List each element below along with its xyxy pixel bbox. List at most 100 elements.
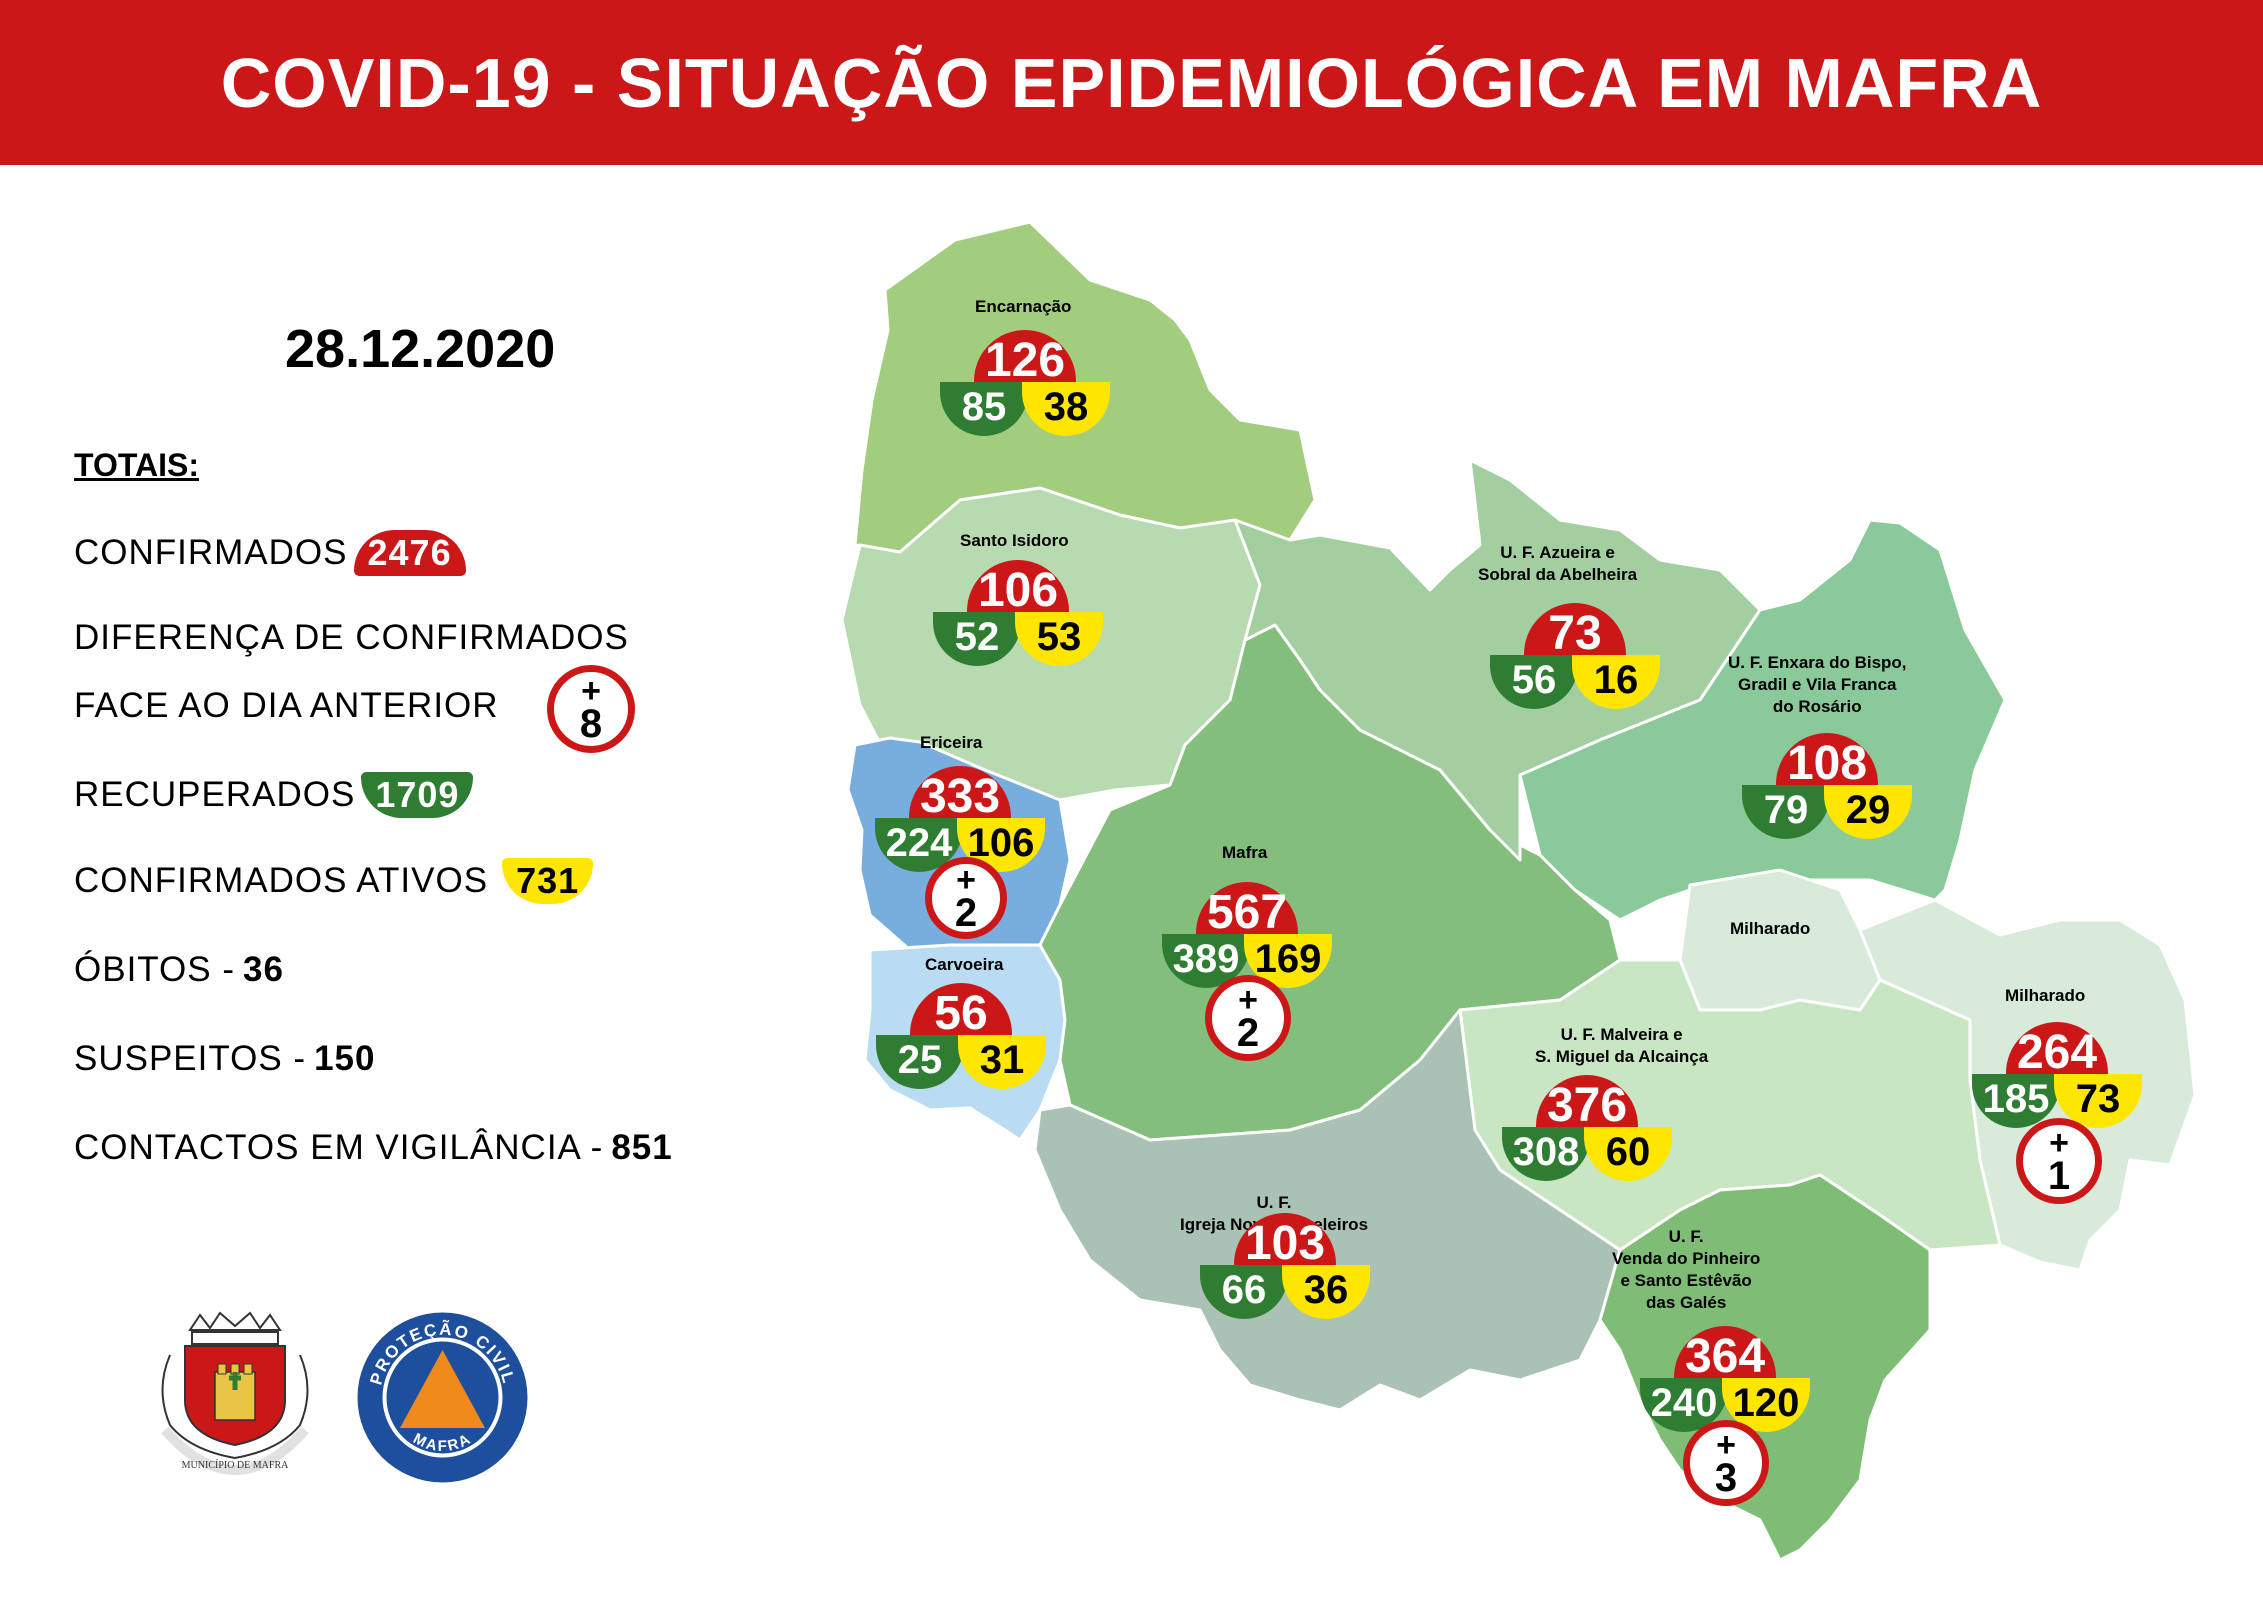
region-label-malveira: U. F. Malveira e S. Miguel da Alcainça xyxy=(1535,1024,1708,1068)
active-count: 53 xyxy=(1015,612,1103,666)
diff-plus-badge: + 8 xyxy=(547,665,635,753)
region-label-line: Venda do Pinheiro xyxy=(1612,1249,1761,1269)
region-label-line: S. Miguel da Alcainça xyxy=(1535,1047,1709,1067)
plus-sign: + xyxy=(1238,980,1258,1019)
new-cases-badge-venda-pinheiro: + 3 xyxy=(1683,1420,1769,1506)
region-label-encarnacao: Encarnação xyxy=(975,297,1072,316)
confirmed-count: 56 xyxy=(910,983,1012,1043)
confirmed-value: 2476 xyxy=(353,530,466,576)
new-cases-badge-milharado: + 1 xyxy=(2016,1118,2102,1204)
recovered-count: 56 xyxy=(1490,655,1578,709)
plus-sign: + xyxy=(581,671,601,710)
active-count: 36 xyxy=(1282,1265,1370,1319)
active-count: 60 xyxy=(1584,1127,1672,1181)
region-badge-azueira: 73 56 16 xyxy=(1490,603,1660,713)
confirmed-count: 106 xyxy=(967,560,1069,620)
new-cases-badge-ericeira: + 2 xyxy=(925,857,1007,939)
confirmed-label: CONFIRMADOS xyxy=(74,533,348,572)
active-label: CONFIRMADOS ATIVOS xyxy=(74,861,489,900)
region-badge-enxara: 108 79 29 xyxy=(1742,733,1912,843)
region-badge-venda-pinheiro: 364 240 120 xyxy=(1640,1326,1810,1436)
stat-contacts: CONTACTOS EM VIGILÂNCIA - 851 xyxy=(74,1128,673,1168)
region-label-mafra: Mafra xyxy=(1222,843,1268,862)
region-label-carvoeira: Carvoeira xyxy=(925,955,1004,974)
confirmed-count: 108 xyxy=(1776,733,1878,793)
region-label-milharado-enclave: Milharado xyxy=(1730,919,1811,938)
municipio-coat-of-arms-logo: MUNICÍPIO DE MAFRA xyxy=(161,1311,309,1475)
stat-recovered: RECUPERADOS 1709 xyxy=(74,772,474,818)
region-label-azueira: U. F. Azueira e Sobral da Abelheira xyxy=(1478,542,1637,586)
region-label-ericeira: Ericeira xyxy=(920,733,983,752)
region-badge-malveira: 376 308 60 xyxy=(1502,1075,1672,1185)
municipio-logo-text: MUNICÍPIO DE MAFRA xyxy=(182,1459,289,1471)
region-badge-encarnacao: 126 85 38 xyxy=(940,330,1110,440)
recovered-count: 389 xyxy=(1162,934,1250,988)
confirmed-count: 103 xyxy=(1234,1213,1336,1273)
stat-confirmed: CONFIRMADOS 2476 xyxy=(74,530,466,576)
region-label-line: U. F. xyxy=(1256,1193,1292,1212)
recovered-count: 66 xyxy=(1200,1265,1288,1319)
page-title: COVID-19 - SITUAÇÃO EPIDEMIOLÓGICA EM MA… xyxy=(220,43,2043,122)
new-cases-value: 2 xyxy=(954,891,978,936)
plus-sign: + xyxy=(1716,1425,1736,1464)
region-label-line: U. F. Malveira e xyxy=(1560,1025,1683,1044)
recovered-count: 85 xyxy=(940,382,1028,436)
region-badge-mafra: 567 389 169 xyxy=(1162,882,1332,992)
suspects-value: 150 xyxy=(314,1039,376,1078)
active-count: 29 xyxy=(1824,785,1912,839)
totals-heading: TOTAIS: xyxy=(74,447,200,483)
confirmed-count: 73 xyxy=(1524,603,1626,663)
protecao-civil-logo: PROTEÇÃO CIVIL MAFRA xyxy=(357,1312,528,1483)
stat-diff-line2: FACE AO DIA ANTERIOR xyxy=(74,686,499,726)
confirmed-count: 376 xyxy=(1536,1075,1638,1135)
stat-diff-line1: DIFERENÇA DE CONFIRMADOS xyxy=(74,618,629,658)
region-label-line: do Rosário xyxy=(1772,697,1862,717)
new-cases-value: 2 xyxy=(1236,1011,1260,1056)
region-badge-carvoeira: 56 25 31 xyxy=(876,983,1046,1093)
active-count: 38 xyxy=(1022,382,1110,436)
region-label-line: e Santo Estêvão xyxy=(1620,1271,1752,1291)
recovered-label: RECUPERADOS xyxy=(74,775,356,814)
plus-sign: + xyxy=(2049,1123,2069,1162)
deaths-value: 36 xyxy=(243,950,284,989)
recovered-count: 308 xyxy=(1502,1127,1590,1181)
region-label-line: U. F. Enxara do Bispo, xyxy=(1728,653,1907,672)
recovered-count: 52 xyxy=(933,612,1021,666)
recovered-count: 79 xyxy=(1742,785,1830,839)
region-label-line: das Galés xyxy=(1645,1293,1727,1313)
confirmed-count: 264 xyxy=(2006,1022,2108,1082)
suspects-label: SUSPEITOS - xyxy=(74,1039,307,1078)
diff-value: 8 xyxy=(579,702,603,747)
region-label-enxara: U. F. Enxara do Bispo, Gradil e Vila Fra… xyxy=(1728,652,1907,718)
diff-label-line1: DIFERENÇA DE CONFIRMADOS xyxy=(74,618,629,657)
region-label-line: U. F. Azueira e xyxy=(1500,543,1615,562)
region-badge-santo-isidoro: 106 52 53 xyxy=(933,560,1103,670)
active-count: 120 xyxy=(1722,1378,1810,1432)
new-cases-badge-mafra: + 2 xyxy=(1205,975,1291,1061)
confirmed-count: 364 xyxy=(1674,1326,1776,1386)
plus-sign: + xyxy=(956,860,976,899)
contacts-value: 851 xyxy=(611,1128,673,1167)
diff-label-line2: FACE AO DIA ANTERIOR xyxy=(74,686,499,725)
new-cases-value: 3 xyxy=(1714,1456,1738,1501)
header-banner: COVID-19 - SITUAÇÃO EPIDEMIOLÓGICA EM MA… xyxy=(0,0,2263,165)
active-count: 16 xyxy=(1572,655,1660,709)
active-count: 31 xyxy=(958,1035,1046,1089)
stat-suspects: SUSPEITOS - 150 xyxy=(74,1039,375,1079)
region-badge-igreja-nova: 103 66 36 xyxy=(1200,1213,1370,1323)
region-label-milharado: Milharado xyxy=(2005,986,2086,1005)
stat-deaths: ÓBITOS - 36 xyxy=(74,950,284,990)
region-badge-milharado: 264 185 73 xyxy=(1972,1022,2142,1132)
region-label-venda-pinheiro: U. F. Venda do Pinheiro e Santo Estêvão … xyxy=(1612,1226,1760,1314)
confirmed-count: 333 xyxy=(909,766,1011,826)
contacts-label: CONTACTOS EM VIGILÂNCIA - xyxy=(74,1128,604,1167)
region-label-line: U. F. xyxy=(1668,1227,1704,1246)
recovered-count: 25 xyxy=(876,1035,964,1089)
report-date: 28.12.2020 xyxy=(285,319,556,379)
recovered-value: 1709 xyxy=(361,772,474,818)
stat-active: CONFIRMADOS ATIVOS 731 xyxy=(74,858,594,904)
confirmed-count: 567 xyxy=(1196,882,1298,942)
region-label-line: Gradil e Vila Franca xyxy=(1738,675,1897,695)
region-label-line: Sobral da Abelheira xyxy=(1478,565,1638,585)
